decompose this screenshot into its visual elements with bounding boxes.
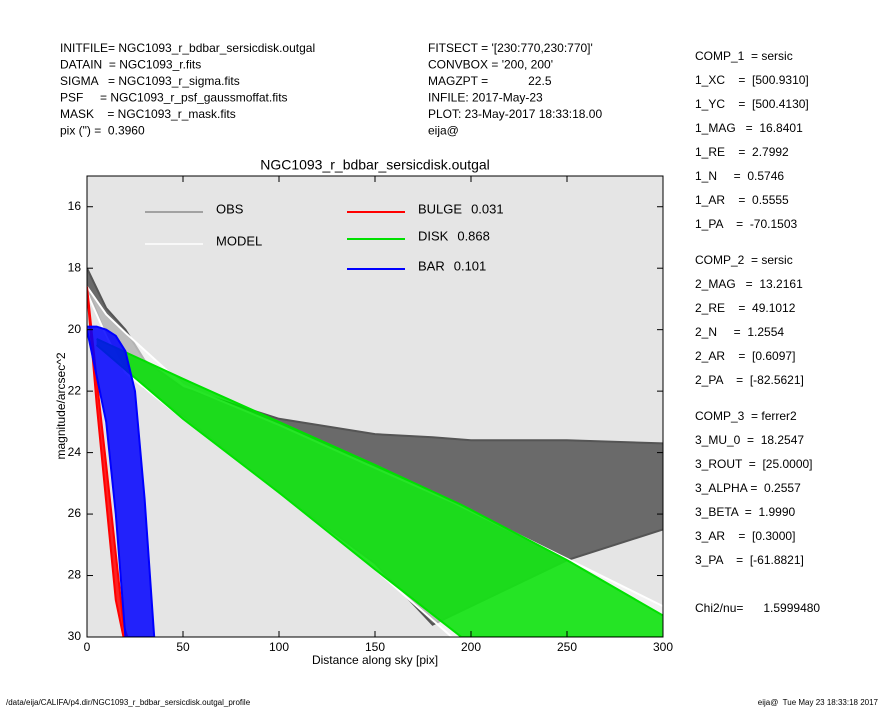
y-tick-label: 24	[68, 445, 82, 459]
x-tick-label: 150	[365, 640, 385, 654]
y-axis-label: magnitude/arcsec^2	[54, 352, 68, 459]
band-upper	[87, 267, 663, 445]
header-line: INFILE: 2017-May-23	[428, 91, 543, 105]
param-line: 2_RE = 49.1012	[695, 301, 796, 315]
header-line: MAGZPT = 22.5	[428, 74, 552, 88]
header-line: SIGMA = NGC1093_r_sigma.fits	[60, 74, 240, 88]
band-area	[96, 338, 663, 637]
param-line: 3_BETA = 1.9990	[695, 505, 796, 519]
param-line: 2_AR = [0.6097]	[695, 349, 795, 363]
y-tick-label: 30	[68, 629, 82, 643]
param-line: 3_ALPHA = 0.2557	[695, 481, 801, 495]
band-lower	[87, 329, 155, 637]
x-tick-label: 50	[176, 640, 190, 654]
header-line: MASK = NGC1093_r_mask.fits	[60, 107, 236, 121]
header-line: PSF = NGC1093_r_psf_gaussmoffat.fits	[60, 91, 288, 105]
param-line: 2_MAG = 13.2161	[695, 277, 803, 291]
x-tick-label: 100	[269, 640, 289, 654]
param-line: Chi2/nu= 1.5999480	[695, 601, 820, 615]
legend-fraction: 0.031	[471, 201, 504, 216]
y-tick-label: 16	[68, 199, 82, 213]
x-axis-label: Distance along sky [pix]	[312, 653, 438, 667]
param-line: 1_YC = [500.4130]	[695, 97, 809, 111]
header-line: FITSECT = '[230:770,230:770]'	[428, 41, 593, 55]
y-tick-label: 28	[68, 568, 82, 582]
legend-fraction: 0.868	[457, 228, 490, 243]
x-tick-label: 250	[557, 640, 577, 654]
param-line: 1_XC = [500.9310]	[695, 73, 809, 87]
param-line: 2_N = 1.2554	[695, 325, 784, 339]
param-line: COMP_3 = ferrer2	[695, 409, 797, 423]
param-line: 1_RE = 2.7992	[695, 145, 789, 159]
chart-title: NGC1093_r_bdbar_sersicdisk.outgal	[260, 157, 490, 173]
x-tick-label: 0	[84, 640, 91, 654]
param-line: COMP_2 = sersic	[695, 253, 793, 267]
header-line: pix (") = 0.3960	[60, 124, 145, 138]
y-tick-label: 18	[68, 260, 82, 274]
x-tick-label: 300	[653, 640, 673, 654]
param-line: 3_PA = [-61.8821]	[695, 553, 804, 567]
param-line: 3_ROUT = [25.0000]	[695, 457, 813, 471]
footer-path: /data/eija/CALIFA/p4.dir/NGC1093_r_bdbar…	[6, 698, 251, 707]
band-lower	[95, 344, 663, 637]
param-line: 3_AR = [0.3000]	[695, 529, 795, 543]
param-line: COMP_1 = sersic	[695, 49, 793, 63]
param-line: 1_AR = 0.5555	[695, 193, 789, 207]
legend-fraction: 0.101	[454, 258, 487, 273]
y-tick-label: 20	[68, 322, 82, 336]
band-upper	[96, 337, 663, 617]
header-line: eija@	[428, 124, 459, 138]
header-line: CONVBOX = '200, 200'	[428, 58, 553, 72]
legend-label: BULGE	[418, 201, 462, 216]
param-line: 1_MAG = 16.8401	[695, 121, 803, 135]
x-tick-label: 200	[461, 640, 481, 654]
y-tick-label: 26	[68, 506, 82, 520]
legend-label: MODEL	[216, 233, 262, 248]
param-line: 1_N = 0.5746	[695, 169, 784, 183]
band-upper	[87, 325, 156, 637]
param-line: 1_PA = -70.1503	[695, 217, 798, 231]
legend-label: DISK	[418, 228, 449, 243]
header-line: PLOT: 23-May-2017 18:33:18.00	[428, 107, 602, 121]
legend-label: OBS	[216, 201, 244, 216]
legend-label: BAR	[418, 258, 445, 273]
band-area	[87, 326, 155, 637]
header-line: INITFILE= NGC1093_r_bdbar_sersicdisk.out…	[60, 41, 315, 55]
plot-marks	[87, 267, 663, 637]
band-lower	[87, 289, 128, 637]
param-line: 2_PA = [-82.5621]	[695, 373, 804, 387]
header-line: DATAIN = NGC1093_r.fits	[60, 58, 201, 72]
footer-date: eija@ Tue May 23 18:33:18 2017	[758, 698, 879, 707]
y-tick-label: 22	[68, 383, 82, 397]
param-line: 3_MU_0 = 18.2547	[695, 433, 804, 447]
